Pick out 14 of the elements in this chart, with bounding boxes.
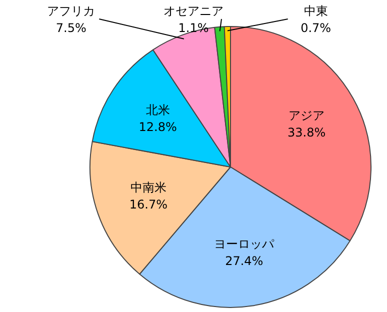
slice-label: アジア bbox=[288, 108, 325, 123]
slice-label: 中南米 bbox=[130, 180, 166, 194]
slice-label: 北米 bbox=[146, 103, 170, 118]
data-label: 33.8% bbox=[288, 126, 326, 140]
data-label: 7.5% bbox=[56, 21, 86, 36]
slice-label: ヨーロッパ bbox=[214, 237, 276, 252]
slice-label: 中東 bbox=[304, 4, 328, 18]
data-label: 16.7% bbox=[129, 197, 168, 212]
slice-label: オセアニア bbox=[164, 4, 224, 18]
data-label: 0.7% bbox=[300, 21, 332, 36]
data-label: 12.8% bbox=[138, 120, 177, 134]
slice-label: アフリカ bbox=[47, 4, 96, 18]
data-label: 1.1% bbox=[178, 21, 209, 36]
data-label: 27.4% bbox=[225, 254, 264, 268]
